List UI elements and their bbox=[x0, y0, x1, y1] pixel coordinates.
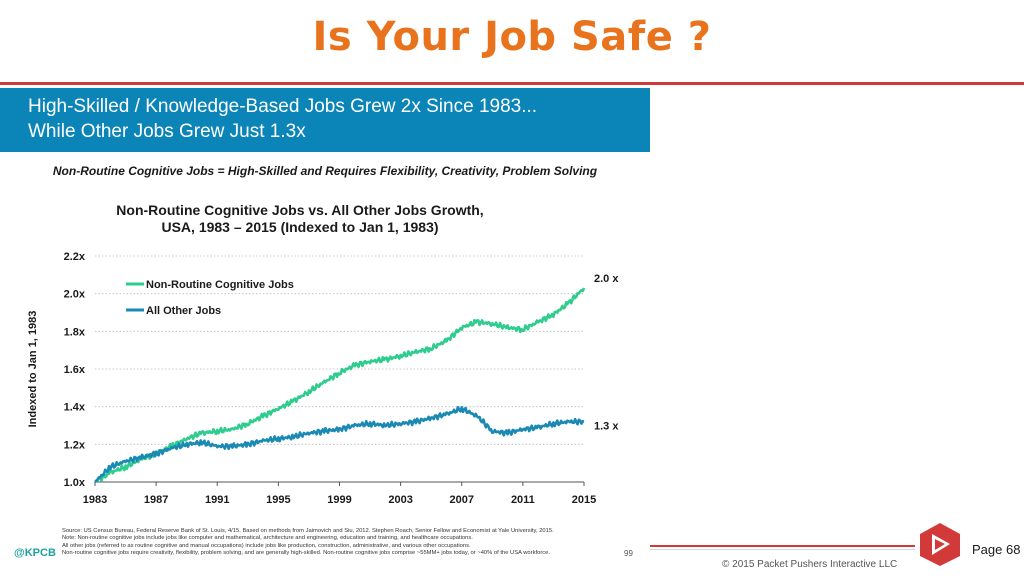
x-tick-label: 2007 bbox=[450, 494, 474, 506]
series-line bbox=[94, 405, 585, 483]
series-line bbox=[94, 287, 586, 484]
x-tick-label: 1995 bbox=[266, 494, 290, 506]
source-note-line: All other jobs (referred to as routine c… bbox=[62, 542, 471, 549]
packet-pushers-logo-icon bbox=[920, 523, 960, 566]
copyright-text: © 2015 Packet Pushers Interactive LLC bbox=[722, 559, 898, 570]
legend-label: Non-Routine Cognitive Jobs bbox=[146, 279, 294, 291]
x-tick-label: 2015 bbox=[572, 494, 596, 506]
y-tick-label: 1.8x bbox=[64, 326, 86, 338]
x-tick-label: 1983 bbox=[83, 494, 107, 506]
source-note-line: Source: US Census Bureau, Federal Reserv… bbox=[62, 528, 554, 534]
y-tick-label: 1.2x bbox=[64, 439, 86, 451]
y-tick-label: 2.2x bbox=[64, 251, 86, 263]
slide-title: Is Your Job Safe ? bbox=[312, 14, 712, 60]
series-end-label: 1.3 x bbox=[594, 421, 619, 433]
title-divider bbox=[0, 82, 1024, 85]
footer-divider bbox=[650, 545, 915, 547]
chart-title-line-2: USA, 1983 – 2015 (Indexed to Jan 1, 1983… bbox=[161, 219, 439, 235]
inner-page-number: 99 bbox=[624, 549, 633, 558]
series-end-label: 2.0 x bbox=[594, 273, 619, 285]
source-note-line: Note: Non-routine cognitive jobs include… bbox=[62, 535, 473, 542]
legend-label: All Other Jobs bbox=[146, 305, 221, 317]
x-tick-label: 1999 bbox=[327, 494, 351, 506]
y-axis-title: Indexed to Jan 1, 1983 bbox=[27, 311, 39, 428]
headline-banner: High-Skilled / Knowledge-Based Jobs Grew… bbox=[0, 88, 650, 152]
chart-panel: High-Skilled / Knowledge-Based Jobs Grew… bbox=[0, 88, 650, 580]
kpcb-handle: @KPCB bbox=[14, 547, 56, 559]
source-note-line: Non-routine cognitive jobs require creat… bbox=[62, 550, 550, 557]
x-tick-label: 1987 bbox=[144, 494, 168, 506]
chart-subtitle: Non-Routine Cognitive Jobs = High-Skille… bbox=[52, 164, 598, 178]
y-tick-label: 2.0x bbox=[64, 289, 86, 301]
chart-title: Non-Routine Cognitive Jobs vs. All Other… bbox=[60, 202, 540, 236]
page-number: Page 68 bbox=[972, 542, 1021, 557]
banner-line-1: High-Skilled / Knowledge-Based Jobs Grew… bbox=[28, 96, 538, 117]
x-tick-label: 2011 bbox=[511, 494, 535, 506]
y-tick-label: 1.4x bbox=[64, 402, 86, 414]
x-tick-label: 2003 bbox=[388, 494, 412, 506]
banner-line-2: While Other Jobs Grew Just 1.3x bbox=[28, 121, 306, 142]
x-tick-label: 1991 bbox=[205, 494, 229, 506]
footer-divider-thin bbox=[650, 549, 915, 550]
y-tick-label: 1.6x bbox=[64, 364, 86, 376]
source-notes: Source: US Census Bureau, Federal Reserv… bbox=[62, 528, 622, 558]
y-tick-label: 1.0x bbox=[64, 477, 86, 489]
line-chart: 1.0x 1.2x 1.4x 1.6x 1.8x 2.0x 2.2x 1983 1987 1991… bbox=[27, 251, 619, 506]
chart-title-line-1: Non-Routine Cognitive Jobs vs. All Other… bbox=[116, 202, 484, 218]
